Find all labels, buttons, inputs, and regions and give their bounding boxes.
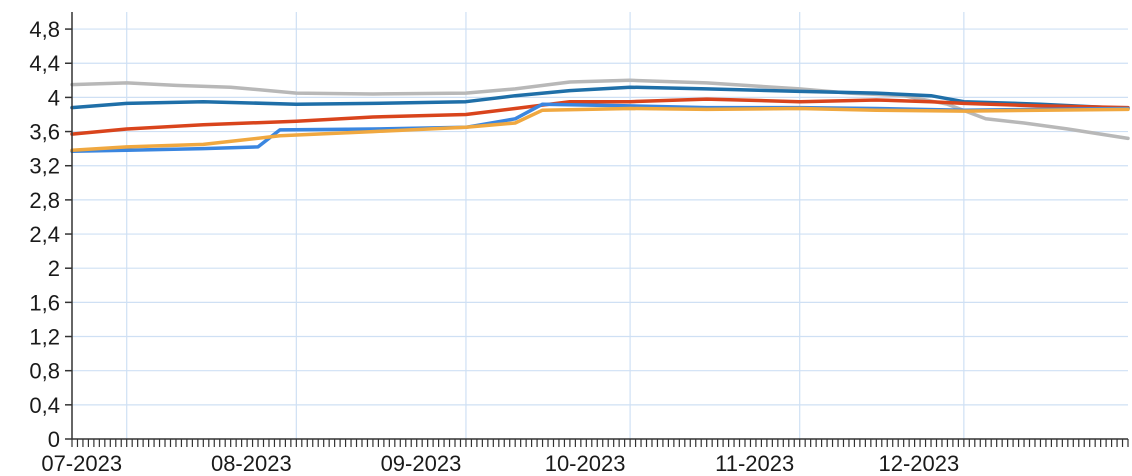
y-tick-label: 4 bbox=[48, 85, 60, 110]
y-tick-label: 4,4 bbox=[29, 51, 60, 76]
y-tick-label: 2,4 bbox=[29, 222, 60, 247]
x-tick-label: 08-2023 bbox=[211, 451, 292, 476]
y-tick-label: 0,8 bbox=[29, 359, 60, 384]
series-line-5 bbox=[70, 106, 1130, 153]
series-lines bbox=[70, 78, 1130, 153]
series-line-3 bbox=[70, 97, 1130, 136]
x-tick-label: 10-2023 bbox=[545, 451, 626, 476]
y-tick-label: 2 bbox=[48, 256, 60, 281]
series-line-2 bbox=[70, 85, 1130, 111]
x-tick-label: 12-2023 bbox=[878, 451, 959, 476]
y-tick-label: 4,8 bbox=[29, 17, 60, 42]
x-minor-ticks bbox=[71, 439, 1129, 447]
x-tick-label: 09-2023 bbox=[381, 451, 462, 476]
y-tick-label: 3,2 bbox=[29, 154, 60, 179]
grid-lines bbox=[72, 12, 1128, 439]
axes bbox=[65, 12, 1128, 440]
y-tick-label: 2,8 bbox=[29, 188, 60, 213]
x-tick-label: 07-2023 bbox=[41, 451, 122, 476]
y-tick-label: 3,6 bbox=[29, 120, 60, 145]
y-tick-label: 1,6 bbox=[29, 290, 60, 315]
y-tick-label: 0,4 bbox=[29, 393, 60, 418]
y-tick-label: 1,2 bbox=[29, 325, 60, 350]
series-line-1 bbox=[70, 78, 1130, 141]
x-tick-label: 11-2023 bbox=[715, 451, 794, 476]
y-tick-label: 0 bbox=[48, 427, 60, 452]
tick-labels: 0 0,4 0,8 1,2 1,6 2 2,4 2,8 3,2 3,6 4 4,4 4,8 07-2023… bbox=[29, 17, 959, 476]
